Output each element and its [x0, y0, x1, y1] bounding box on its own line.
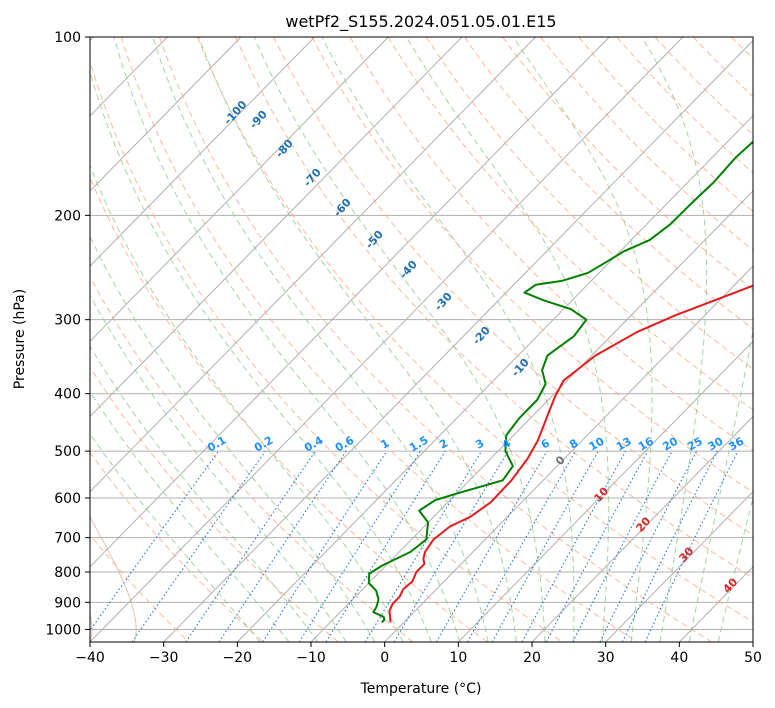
y-tick-label: 800 — [54, 565, 81, 581]
mixing-ratio-line — [545, 450, 649, 642]
y-tick-label: 700 — [54, 531, 81, 547]
dry-adiabat — [616, 37, 753, 174]
mixing-ratio-line — [262, 450, 388, 642]
y-tick-label: 300 — [54, 313, 81, 329]
y-tick-label: 600 — [54, 491, 81, 507]
dry-adiabat — [197, 37, 753, 623]
isotherm-line — [90, 37, 463, 418]
temperature-series-line — [388, 284, 753, 623]
moist-adiabat — [406, 37, 610, 642]
isotherm-line — [752, 641, 753, 642]
mixing-ratio-line — [467, 450, 577, 642]
x-tick-label: −10 — [296, 650, 326, 666]
moist-adiabat — [512, 37, 653, 642]
x-tick-label: 10 — [449, 650, 467, 666]
dry-adiabat — [273, 37, 753, 536]
y-tick-label: 100 — [54, 30, 81, 46]
background-lines — [90, 37, 775, 642]
mixing-ratio-line — [218, 450, 347, 642]
chart-title: wetPf2_S155.2024.051.05.01.E15 — [285, 12, 556, 32]
dry-adiabat — [770, 37, 775, 642]
dry-adiabat — [90, 534, 190, 642]
dry-adiabat — [90, 275, 414, 642]
moist-adiabat — [90, 70, 432, 642]
moist-adiabat — [321, 37, 575, 642]
isotherm-line — [531, 415, 753, 642]
mixing-ratio-line — [599, 450, 698, 642]
y-axis-label: Pressure (hPa) — [12, 289, 28, 389]
moist-adiabat — [152, 37, 489, 642]
dewpoint-series-line — [367, 140, 753, 624]
isotherm-line — [236, 115, 753, 642]
isotherm-line — [163, 39, 753, 642]
theta-e-line — [90, 515, 137, 642]
moist-adiabat — [688, 328, 753, 642]
profile-series — [367, 140, 753, 624]
moist-adiabat — [90, 163, 404, 642]
x-axis-label: Temperature (°C) — [360, 681, 482, 697]
dry-adiabat — [90, 59, 563, 642]
dry-adiabat — [90, 176, 488, 642]
isotherm-line — [457, 340, 753, 642]
mixing-ratio-line — [185, 450, 316, 642]
moist-adiabat — [90, 345, 319, 642]
y-tick-label: 500 — [54, 444, 81, 460]
y-tick-label: 900 — [54, 595, 81, 611]
plot-frame — [89, 36, 754, 643]
isotherm-line — [90, 37, 536, 493]
moist-adiabat — [717, 496, 753, 642]
moist-adiabat — [90, 390, 290, 642]
mixing-ratio-line — [90, 450, 220, 632]
dry-adiabat — [235, 37, 753, 579]
moist-adiabat — [113, 37, 461, 642]
mixing-ratio-line — [621, 450, 718, 642]
x-tick-label: 30 — [597, 650, 615, 666]
isotherm-line — [90, 37, 242, 192]
chart-background — [90, 37, 753, 642]
isotherm-line — [605, 490, 753, 642]
x-tick-label: −20 — [223, 650, 253, 666]
moist-adiabat — [253, 37, 546, 642]
dry-adiabat — [158, 37, 712, 642]
dry-adiabat — [349, 37, 753, 452]
x-tick-label: 20 — [523, 650, 541, 666]
isotherm-line — [90, 37, 315, 267]
mixing-ratio-line — [298, 450, 422, 642]
dry-adiabat — [502, 37, 753, 290]
x-tick-label: −30 — [149, 650, 179, 666]
mixing-ratio-line — [491, 450, 599, 642]
moist-adiabat — [90, 294, 347, 642]
moist-adiabat — [90, 432, 261, 642]
dry-adiabat — [540, 37, 753, 251]
x-tick-label: 0 — [380, 650, 389, 666]
y-tick-label: 200 — [54, 208, 81, 224]
isotherm-line — [90, 37, 610, 568]
dry-adiabat — [90, 451, 264, 642]
y-tick-label: 1000 — [45, 622, 81, 638]
isotherm-line — [90, 37, 684, 642]
x-tick-label: 50 — [744, 650, 762, 666]
isotherm-line — [90, 37, 389, 343]
axes: −40 −30 −20 −10 0 10 20 30 40 50 100 200 300 400 500 60… — [45, 30, 762, 666]
y-tick-label: 400 — [54, 387, 81, 403]
x-tick-label: 40 — [670, 650, 688, 666]
mixing-ratio-line — [131, 450, 266, 642]
mixing-ratio-line — [521, 450, 627, 642]
x-tick-label: −40 — [75, 650, 105, 666]
isotherm-line — [384, 265, 753, 642]
isotherm-line — [310, 190, 753, 642]
moist-adiabat — [641, 37, 708, 642]
dry-adiabat — [387, 37, 753, 411]
dry-adiabat — [425, 37, 753, 370]
